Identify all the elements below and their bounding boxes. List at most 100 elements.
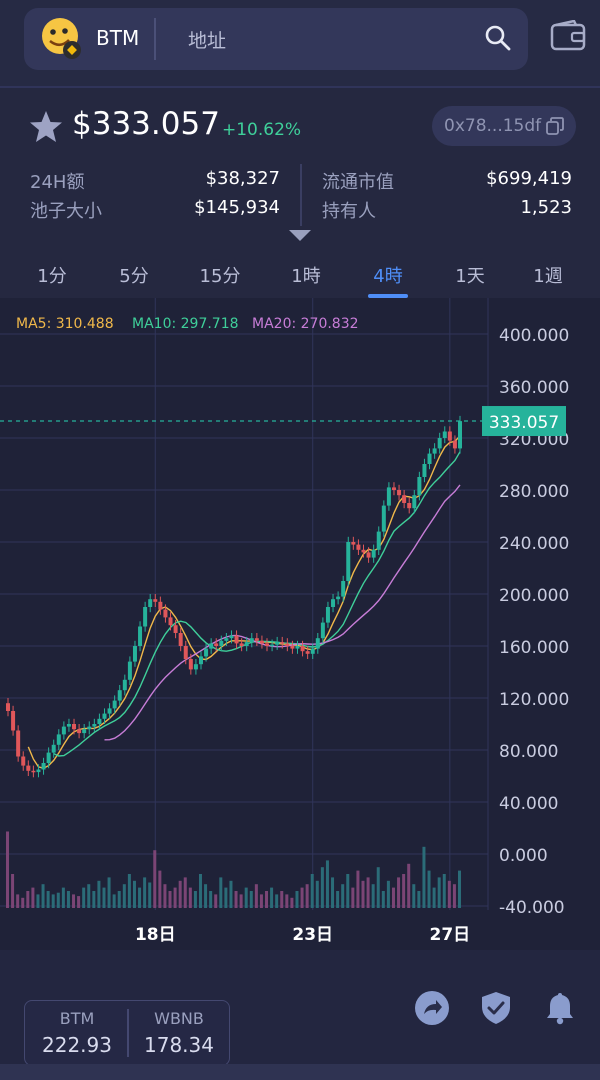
volume-bar [320,867,324,908]
balance-value-wbnb: 178.34 [144,1033,214,1057]
candle-body [325,607,330,623]
candle-body [270,644,275,647]
tab-1d[interactable]: 1天 [455,266,485,287]
volume-bar [270,887,274,908]
candle-body [239,643,244,646]
volume-bar [127,874,131,908]
volume-bar [407,863,411,908]
home-indicator-bar [0,1064,600,1080]
contract-address-pill[interactable]: 0x78...15df [432,106,576,146]
volume-bar [397,877,401,908]
volume-bar [391,887,395,908]
candle-body [452,440,457,449]
candle-body [31,770,36,773]
favorite-star-icon[interactable] [28,110,64,144]
volume-bar [336,891,340,908]
volume-bar [102,887,106,908]
volume-bar [168,891,172,908]
search-bar[interactable]: BTM 地址 [24,8,528,70]
volume-bar [259,894,263,908]
candle-body [198,656,203,665]
bell-icon[interactable] [542,990,578,1026]
candle-body [310,648,315,654]
volume-bar [16,894,20,908]
candle-body [214,643,219,646]
volume-bar [315,880,319,908]
current-price-tag [482,406,566,437]
tab-5m[interactable]: 5分 [119,266,149,287]
volume-bar [209,891,213,908]
candle-body [188,659,193,670]
current-price: $333.057 [72,106,220,142]
candle-body [417,477,422,496]
volume-bar [6,831,9,908]
volume-bar [193,891,197,908]
tab-15m[interactable]: 15分 [199,266,241,287]
volume-bar [275,894,279,908]
volume-bar [153,850,157,908]
wallet-icon[interactable] [550,20,586,52]
candle-body [36,769,41,773]
candle-body [275,642,280,645]
tab-1m[interactable]: 1分 [37,266,67,287]
candle-body [249,638,254,643]
tab-1w[interactable]: 1週 [533,266,563,287]
volume-bar [295,891,299,908]
volume-bar [66,891,70,908]
volume-bar [36,894,40,908]
volume-bar [107,877,111,908]
volume-bar [11,874,15,908]
search-icon[interactable] [484,24,512,52]
candle-body [209,643,214,649]
candlestick-chart: 400.000360.000320.000280.000240.000200.0… [0,298,569,945]
volume-bar [229,880,233,908]
y-tick-label: 0.000 [499,846,548,866]
volume-bar [386,880,390,908]
volume-bar [432,887,436,908]
share-icon[interactable] [414,990,450,1026]
candle-body [143,607,148,627]
candle-body [107,708,112,714]
volume-bar [163,884,167,908]
tab-4h[interactable]: 4時 [373,266,403,287]
volume-bar [422,846,426,908]
candle-body [422,464,427,477]
header-divider [0,86,600,88]
candle-body [11,711,16,731]
volume-bar [204,884,208,908]
copy-icon[interactable] [546,117,564,135]
candle-body [153,599,158,602]
price-chart[interactable]: 400.000 360.000 320.000 280.000 240.000 200.0… [0,298,600,950]
stat-label-holders: 持有人 [322,201,376,222]
candle-body [285,643,290,646]
stats-divider [300,164,302,226]
volume-bar [244,887,248,908]
volume-bar [143,877,147,908]
candle-body [351,542,356,545]
candle-body [219,640,224,646]
expand-stats-icon[interactable] [289,230,311,241]
address-input[interactable]: 地址 [188,30,227,52]
candle-body [320,622,325,639]
y-tick-label: 360.000 [499,378,569,398]
volume-bar [41,884,45,908]
candle-body [432,448,437,454]
volume-bar [331,877,335,908]
volume-bar [112,894,116,908]
y-tick-label: 40.000 [499,794,558,814]
volume-bar [239,894,243,908]
current-price-label: 333.057 [489,413,559,433]
ma-legend-ma5: MA5: 310.488 [16,316,114,332]
candle-body [178,633,183,646]
shield-icon[interactable] [478,990,514,1026]
candle-body [168,617,173,626]
candle-body [112,700,117,709]
candle-body [265,643,270,646]
volume-bar [92,891,96,908]
volume-bar [361,880,365,908]
volume-bar [173,887,177,908]
ma-legend-ma20: MA20: 270.832 [252,316,359,332]
candle-body [132,646,137,662]
tab-1h[interactable]: 1時 [291,266,321,287]
candle-body [21,756,26,766]
